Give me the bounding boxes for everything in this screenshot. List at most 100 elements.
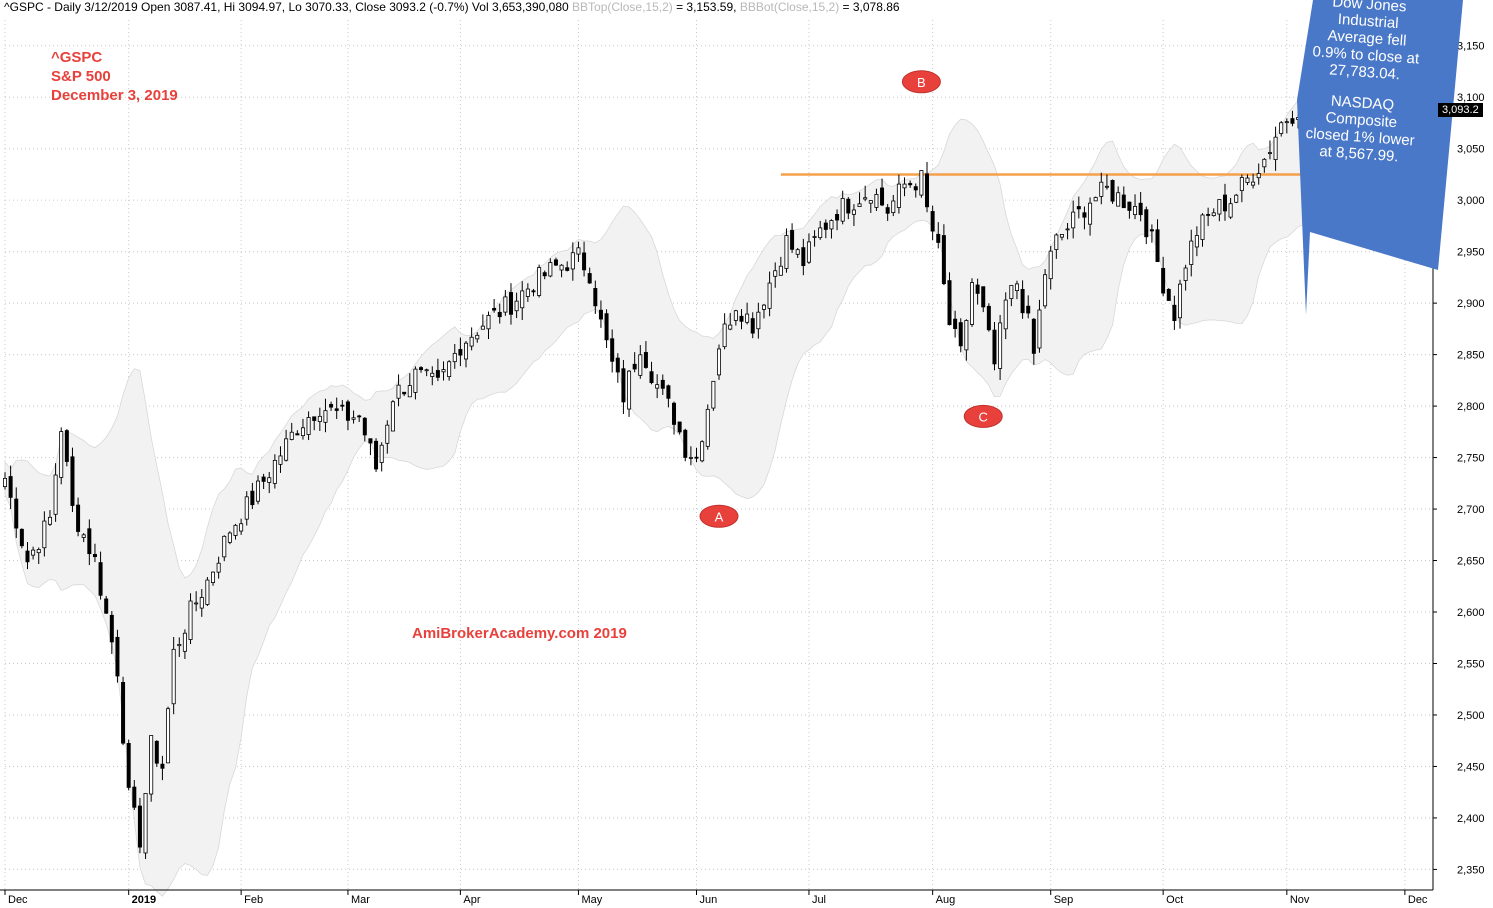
- candle: [964, 319, 969, 361]
- candle-body: [784, 235, 789, 269]
- candle-body: [1127, 201, 1132, 211]
- candle: [643, 341, 648, 369]
- candle-body: [840, 198, 845, 222]
- candle: [267, 472, 272, 494]
- candle: [345, 399, 350, 431]
- candle: [216, 556, 221, 579]
- candle: [1200, 213, 1205, 247]
- candle-body: [913, 186, 918, 191]
- candle: [1217, 199, 1222, 222]
- pattern-marker-a: A: [699, 504, 739, 528]
- candle: [553, 257, 558, 266]
- candle-body: [823, 222, 828, 230]
- candle-body: [773, 270, 778, 277]
- y-tick-label: 3,050: [1457, 144, 1485, 156]
- candle: [1149, 224, 1154, 243]
- candle: [835, 209, 840, 231]
- candle-body: [508, 292, 513, 315]
- candle: [14, 487, 19, 538]
- candle-body: [171, 648, 176, 705]
- candle: [655, 374, 660, 399]
- candle-body: [98, 562, 103, 596]
- candle-body: [1104, 185, 1109, 188]
- candle-body: [261, 476, 266, 482]
- candle-body: [407, 385, 412, 398]
- candle: [160, 755, 165, 781]
- candle-body: [1054, 234, 1059, 250]
- candle-body: [711, 380, 716, 409]
- candle: [194, 591, 199, 612]
- candle-body: [317, 415, 322, 422]
- candle-body: [205, 579, 210, 605]
- candle-body: [1037, 309, 1042, 349]
- ticker: ^GSPC: [51, 49, 103, 66]
- candle-body: [863, 197, 868, 200]
- candle: [289, 422, 294, 441]
- candle-body: [868, 200, 873, 204]
- candle: [413, 366, 418, 400]
- candle: [958, 318, 963, 353]
- candle: [284, 429, 289, 462]
- candle: [64, 429, 69, 467]
- candle-body: [705, 408, 710, 447]
- candles: [3, 40, 1407, 859]
- candle-body: [891, 200, 896, 214]
- candle-body: [531, 290, 536, 293]
- candle: [576, 241, 581, 262]
- candle-body: [250, 490, 255, 506]
- candle-body: [582, 252, 587, 271]
- candle: [295, 430, 300, 436]
- candle-body: [587, 273, 592, 284]
- candle: [520, 281, 525, 320]
- candle: [925, 161, 930, 213]
- y-tick-label: 2,400: [1457, 813, 1485, 825]
- candle-body: [1217, 199, 1222, 215]
- candle-body: [464, 342, 469, 360]
- x-tick-label: Dec: [1408, 894, 1428, 906]
- candle-body: [300, 427, 305, 437]
- candle: [582, 241, 587, 277]
- candle: [705, 404, 710, 450]
- candle-body: [329, 404, 334, 408]
- header-main: ^GSPC - Daily 3/12/2019 Open 3087.41, Hi…: [4, 0, 569, 14]
- candle-body: [812, 236, 817, 238]
- candle: [312, 416, 317, 431]
- candle-body: [1155, 229, 1160, 263]
- candle: [1054, 233, 1059, 259]
- candle: [42, 511, 47, 557]
- candle-body: [239, 523, 244, 532]
- candle-body: [818, 227, 823, 239]
- candle-body: [958, 322, 963, 347]
- news-nasdaq: NASDAQ Composite closed 1% lower at 8,56…: [1305, 92, 1416, 166]
- candle: [688, 446, 693, 466]
- candle: [1267, 140, 1272, 160]
- candle: [947, 272, 952, 326]
- candle-body: [666, 385, 671, 399]
- candle-body: [1014, 283, 1019, 292]
- candle-body: [902, 183, 907, 189]
- candle-body: [104, 598, 109, 614]
- candle: [166, 706, 171, 764]
- candle: [846, 197, 851, 220]
- candle-body: [885, 207, 890, 214]
- y-tick-label: 3,100: [1457, 92, 1485, 104]
- marker-oval: [901, 70, 941, 94]
- candle: [677, 421, 682, 435]
- candle-body: [925, 173, 930, 208]
- candle: [340, 400, 345, 411]
- candle: [497, 303, 502, 324]
- candle: [1127, 201, 1132, 219]
- candle-body: [610, 338, 615, 362]
- x-tick-label: Feb: [244, 894, 263, 906]
- candle-body: [441, 369, 446, 373]
- candle: [683, 428, 688, 462]
- candle-body: [598, 309, 603, 320]
- candle-body: [1273, 136, 1278, 160]
- candle: [1116, 186, 1121, 207]
- candle: [537, 264, 542, 298]
- candle-body: [525, 288, 530, 297]
- candle-body: [278, 455, 283, 465]
- candle: [25, 542, 30, 570]
- candle-body: [166, 708, 171, 764]
